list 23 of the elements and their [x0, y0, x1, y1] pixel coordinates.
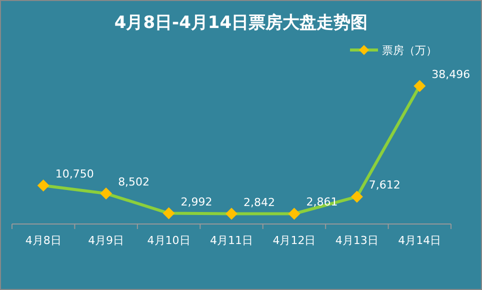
x-tick-label: 4月14日 — [398, 234, 442, 247]
x-tick-label: 4月11日 — [210, 234, 253, 247]
point — [414, 80, 426, 92]
x-tick-label: 4月9日 — [88, 234, 124, 247]
x-tick-label: 4月10日 — [147, 234, 190, 247]
point — [100, 188, 112, 200]
point — [288, 208, 300, 220]
x-tick-label: 4月13日 — [335, 234, 378, 247]
data-label: 38,496 — [432, 68, 470, 81]
data-label: 7,612 — [368, 178, 400, 192]
point — [37, 179, 50, 192]
point — [162, 207, 175, 220]
data-label: 10,750 — [55, 167, 94, 180]
data-label: 8,502 — [118, 176, 150, 189]
data-label: 2,842 — [244, 196, 275, 209]
point — [350, 190, 363, 203]
data-label: 2,992 — [180, 195, 212, 208]
legend-label: 票房（万） — [382, 44, 437, 57]
point — [226, 208, 238, 220]
data-label: 2,861 — [306, 196, 338, 209]
chart-title: 4月8日-4月14日票房大盘走势图 — [114, 13, 368, 33]
x-tick-label: 4月8日 — [25, 234, 62, 247]
x-tick-label: 4月12日 — [272, 234, 316, 247]
